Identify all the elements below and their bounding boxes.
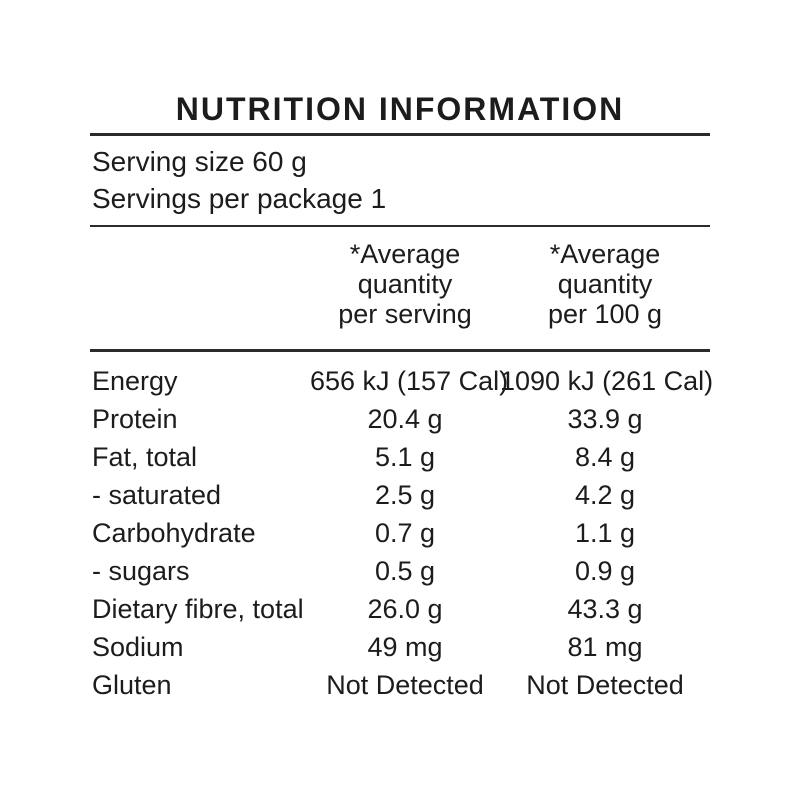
column-header-line: per serving <box>338 299 472 329</box>
table-row: - sugars 0.5 g 0.9 g <box>90 552 710 590</box>
table-row: Protein 20.4 g 33.9 g <box>90 400 710 438</box>
nutrient-table: Energy 656 kJ (157 Cal) 1090 kJ (261 Cal… <box>90 352 714 704</box>
table-row: Energy 656 kJ (157 Cal) 1090 kJ (261 Cal… <box>90 362 714 400</box>
column-header-per-serving: *Average quantity per serving <box>310 239 500 329</box>
table-row: Sodium 49 mg 81 mg <box>90 628 710 666</box>
value-per-100g: 8.4 g <box>574 441 636 472</box>
nutrient-label: - saturated <box>92 479 222 510</box>
value-per-100g: 33.9 g <box>567 403 643 434</box>
table-row: Dietary fibre, total 26.0 g 43.3 g <box>90 590 710 628</box>
value-per-100g: 1090 kJ (261 Cal) <box>500 365 714 396</box>
nutrient-label: Energy <box>92 365 178 396</box>
value-per-serving: 2.5 g <box>374 479 436 510</box>
value-per-serving: 49 mg <box>367 631 443 662</box>
value-per-serving: 26.0 g <box>367 593 443 624</box>
nutrient-label: - sugars <box>92 555 190 586</box>
table-row: Fat, total 5.1 g 8.4 g <box>90 438 710 476</box>
nutrient-label: Dietary fibre, total <box>92 593 304 624</box>
value-per-100g: 1.1 g <box>574 517 636 548</box>
divider-header <box>90 349 710 352</box>
value-per-100g: Not Detected <box>526 669 684 700</box>
column-header-line: *Average <box>349 239 461 269</box>
table-row: Gluten Not Detected Not Detected <box>90 666 710 704</box>
value-per-serving: 20.4 g <box>367 403 443 434</box>
column-header-per-100g: *Average quantity per 100 g <box>500 239 710 329</box>
nutrient-label: Sodium <box>92 631 184 662</box>
column-header-row: *Average quantity per serving *Average q… <box>90 227 710 329</box>
column-header-spacer <box>90 239 310 329</box>
column-header-line: *Average <box>549 239 661 269</box>
nutrient-label: Gluten <box>92 669 172 700</box>
serving-size-text: Serving size 60 g <box>92 145 307 177</box>
column-header-line: quantity <box>357 269 453 299</box>
panel-title: NUTRITION INFORMATION <box>175 91 625 127</box>
serving-info: Serving size 60 g Servings per package 1 <box>90 136 710 225</box>
divider-top <box>90 133 710 136</box>
value-per-serving: 5.1 g <box>374 441 436 472</box>
nutrient-label: Protein <box>92 403 178 434</box>
value-per-serving: 656 kJ (157 Cal) <box>310 365 509 396</box>
divider-serving <box>90 224 710 227</box>
value-per-100g: 0.9 g <box>574 555 636 586</box>
servings-per-package-text: Servings per package 1 <box>92 182 387 214</box>
value-per-100g: 43.3 g <box>567 593 643 624</box>
table-row: Carbohydrate 0.7 g 1.1 g <box>90 514 710 552</box>
nutrition-panel: NUTRITION INFORMATION Serving size 60 g … <box>90 85 714 704</box>
column-header-line: per 100 g <box>547 299 663 329</box>
value-per-serving: 0.5 g <box>374 555 436 586</box>
table-row: - saturated 2.5 g 4.2 g <box>90 476 710 514</box>
nutrient-label: Carbohydrate <box>92 517 256 548</box>
value-per-100g: 81 mg <box>567 631 643 662</box>
value-per-serving: Not Detected <box>326 669 484 700</box>
value-per-100g: 4.2 g <box>574 479 636 510</box>
value-per-serving: 0.7 g <box>374 517 436 548</box>
nutrient-label: Fat, total <box>92 441 198 472</box>
column-header-line: quantity <box>557 269 653 299</box>
